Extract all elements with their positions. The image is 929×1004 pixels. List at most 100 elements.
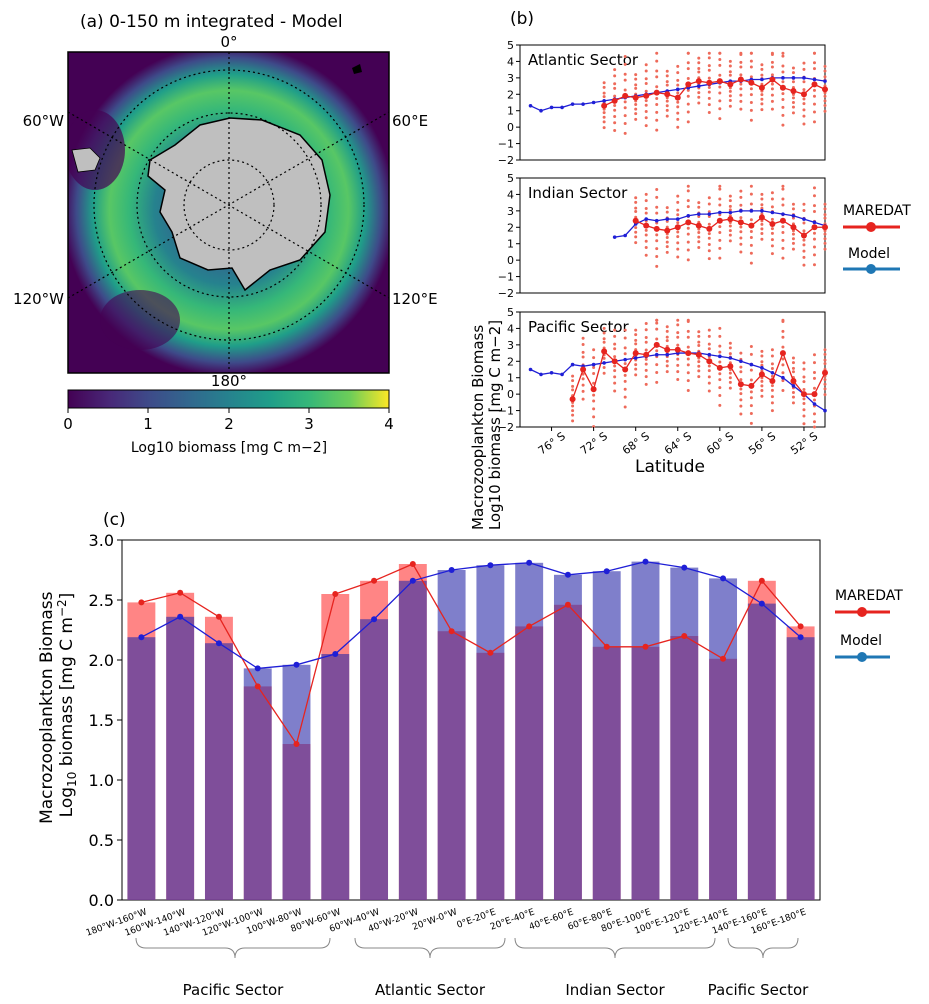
obs-point bbox=[770, 205, 774, 209]
colorbar-tick-label: 0 bbox=[63, 415, 73, 433]
obs-point bbox=[686, 189, 690, 193]
obs-point bbox=[644, 192, 648, 196]
obs-point bbox=[707, 364, 711, 368]
obs-point bbox=[739, 82, 743, 86]
obs-point bbox=[571, 404, 575, 408]
obs-point bbox=[686, 240, 690, 244]
bar-model bbox=[243, 668, 272, 900]
obs-point bbox=[581, 343, 585, 347]
obs-point bbox=[749, 118, 753, 122]
obs-point bbox=[739, 351, 743, 355]
maredat-point bbox=[487, 649, 494, 656]
panel-b-xticks: 76° S 72° S 68° S 64° S 60° S 56° S 52° S bbox=[536, 427, 820, 457]
obs-point bbox=[686, 61, 690, 65]
maredat-point bbox=[769, 76, 776, 83]
bar-model bbox=[398, 580, 427, 900]
obs-point bbox=[781, 371, 785, 375]
obs-point bbox=[749, 87, 753, 91]
model-point bbox=[612, 235, 617, 239]
bar-model bbox=[166, 616, 195, 900]
model-point bbox=[665, 217, 670, 221]
obs-point bbox=[812, 386, 816, 390]
bar-model bbox=[127, 637, 156, 900]
obs-point bbox=[749, 230, 753, 234]
maredat-point bbox=[254, 683, 261, 690]
model-point bbox=[675, 217, 680, 221]
obs-point bbox=[791, 366, 795, 370]
model-point bbox=[675, 87, 680, 92]
y-tick-label: 4 bbox=[507, 322, 514, 335]
obs-point bbox=[760, 93, 764, 97]
obs-point bbox=[823, 216, 827, 220]
obs-point bbox=[823, 207, 827, 211]
model-point bbox=[760, 366, 764, 370]
obs-point bbox=[770, 252, 774, 256]
obs-point bbox=[718, 107, 722, 111]
maredat-point bbox=[653, 341, 660, 348]
obs-point bbox=[686, 110, 690, 114]
obs-point bbox=[571, 379, 575, 383]
maredat-point bbox=[748, 382, 755, 389]
obs-point bbox=[592, 366, 596, 370]
obs-point bbox=[676, 318, 680, 322]
obs-point bbox=[686, 120, 690, 124]
obs-point bbox=[718, 344, 722, 348]
obs-point bbox=[791, 111, 795, 115]
y-tick-label: 3.0 bbox=[89, 531, 114, 550]
model-point bbox=[560, 372, 564, 377]
series-line-maredat bbox=[603, 78, 826, 107]
obs-point bbox=[739, 225, 743, 229]
obs-point bbox=[613, 68, 617, 72]
obs-point bbox=[655, 205, 659, 209]
obs-point bbox=[802, 97, 806, 101]
obs-point bbox=[686, 232, 690, 236]
obs-point bbox=[781, 238, 785, 242]
maredat-point bbox=[448, 628, 455, 635]
obs-point bbox=[823, 393, 827, 397]
obs-point bbox=[676, 78, 680, 82]
obs-point bbox=[602, 85, 606, 89]
colorbar-ticks: 0 1 2 3 4 bbox=[63, 408, 394, 433]
y-tick-label: 5 bbox=[507, 39, 514, 52]
model-point bbox=[760, 77, 764, 82]
obs-point bbox=[634, 373, 638, 377]
obs-point bbox=[697, 235, 701, 239]
obs-point bbox=[749, 396, 753, 400]
obs-point bbox=[791, 101, 795, 104]
obs-point bbox=[686, 77, 690, 81]
obs-point bbox=[718, 238, 722, 242]
obs-point bbox=[760, 394, 764, 398]
obs-point bbox=[739, 365, 743, 369]
obs-point bbox=[823, 387, 827, 391]
obs-point bbox=[749, 108, 753, 112]
bar-model bbox=[631, 561, 660, 900]
obs-point bbox=[802, 243, 806, 247]
obs-point bbox=[613, 369, 617, 373]
obs-point bbox=[770, 65, 774, 69]
obs-point bbox=[623, 100, 627, 104]
obs-point bbox=[760, 108, 764, 112]
low-biomass-patch bbox=[100, 290, 180, 350]
obs-point bbox=[760, 192, 764, 196]
obs-point bbox=[718, 63, 722, 67]
obs-point bbox=[823, 75, 827, 79]
maredat-point bbox=[632, 94, 639, 101]
obs-point bbox=[644, 368, 648, 372]
graticule bbox=[68, 52, 389, 373]
obs-point bbox=[644, 206, 648, 210]
obs-point bbox=[602, 91, 606, 95]
obs-point bbox=[812, 398, 816, 402]
obs-point bbox=[634, 102, 638, 106]
obs-point bbox=[686, 371, 690, 375]
obs-point bbox=[623, 88, 627, 92]
obs-point bbox=[718, 57, 722, 61]
obs-point bbox=[718, 326, 722, 330]
obs-point bbox=[602, 356, 606, 360]
obs-point bbox=[581, 383, 585, 387]
sector-label: Atlantic Sector bbox=[375, 981, 486, 999]
obs-point bbox=[739, 236, 743, 240]
obs-point bbox=[823, 202, 827, 206]
obs-point bbox=[718, 256, 722, 260]
model-point bbox=[665, 352, 670, 357]
